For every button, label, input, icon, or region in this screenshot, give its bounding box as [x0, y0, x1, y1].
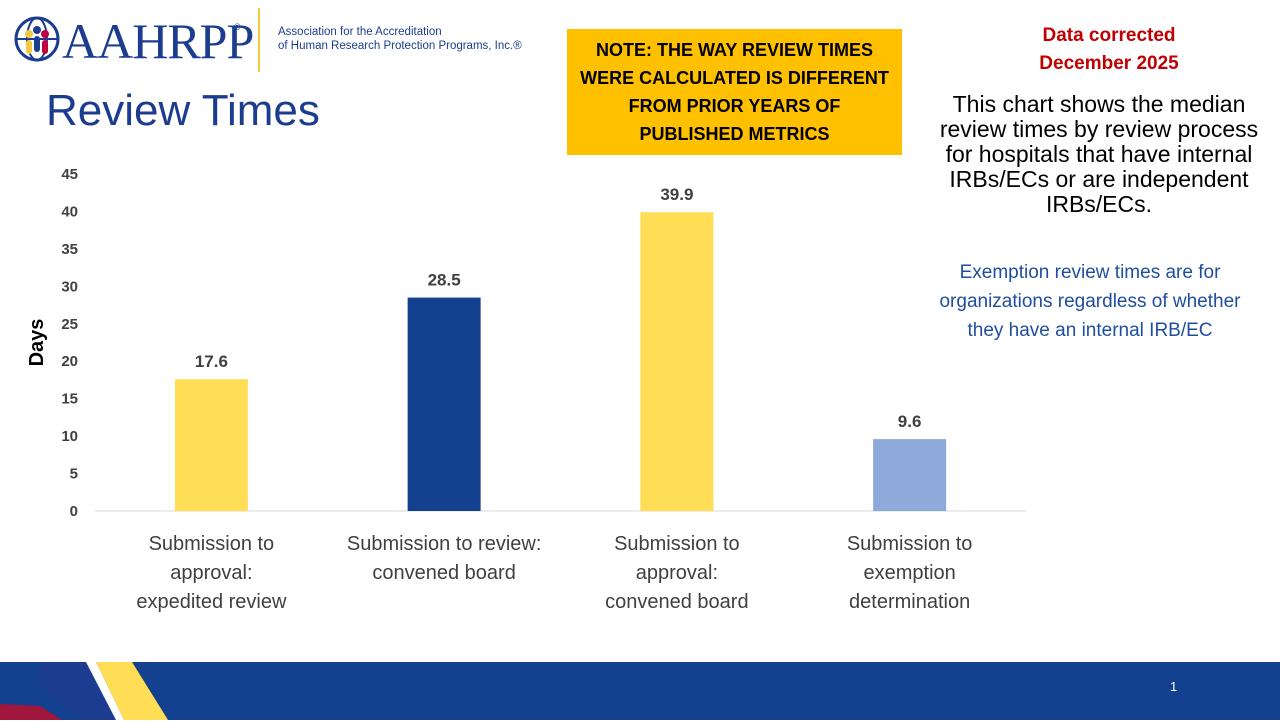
footer-band [0, 662, 1280, 720]
data-label: 17.6 [195, 352, 228, 371]
data-label: 9.6 [898, 412, 922, 431]
review-times-chart: 0 5 10 15 20 25 30 35 40 45 Days 17.6 Submission to a… [0, 160, 1040, 630]
correction-line-1: Data corrected [1042, 25, 1176, 46]
category-label: Submission to [149, 533, 275, 555]
bar-chart-svg: 0 5 10 15 20 25 30 35 40 45 Days 17.6 Submission to a… [26, 166, 1026, 613]
category-label: convened board [605, 591, 748, 613]
y-tick-label: 30 [61, 278, 78, 295]
y-tick-label: 20 [61, 353, 78, 370]
calculation-note-text: NOTE: THE WAY REVIEW TIMES WERE CALCULAT… [580, 40, 889, 144]
bar [407, 297, 481, 511]
org-name: Association for the Accreditation of Hum… [278, 25, 522, 53]
category-label: approval: [636, 562, 718, 584]
category-label: convened board [372, 562, 515, 584]
y-tick-label: 15 [61, 391, 78, 408]
data-label: 39.9 [660, 185, 693, 204]
category-label: determination [849, 591, 970, 613]
category-label: expedited review [136, 591, 287, 613]
category-label: Submission to [847, 533, 973, 555]
logo-registered-mark: ® [234, 22, 241, 32]
page-number: 1 [1170, 679, 1178, 694]
y-tick-label: 10 [61, 428, 78, 445]
page-title: Review Times [46, 86, 320, 135]
org-name-line-2: of Human Research Protection Programs, I… [278, 40, 522, 52]
logo-globe-icon [14, 16, 60, 62]
calculation-note-box: NOTE: THE WAY REVIEW TIMES WERE CALCULAT… [567, 29, 902, 155]
category-label: Submission to review: [347, 533, 542, 555]
y-tick-label: 25 [61, 316, 78, 333]
bar [873, 439, 947, 511]
footer-yellow-chevron [96, 662, 168, 720]
category-label: exemption [863, 562, 955, 584]
org-name-line-1: Association for the Accreditation [278, 26, 442, 38]
y-tick-label: 35 [61, 241, 78, 258]
y-tick-label: 0 [70, 503, 78, 520]
y-tick-label: 45 [61, 166, 78, 183]
y-axis-title: Days [26, 319, 48, 367]
category-label: Submission to [614, 533, 740, 555]
category-label: approval: [170, 562, 252, 584]
bar [640, 212, 714, 511]
logo-divider [258, 8, 260, 72]
footer-maroon-stripe [0, 704, 62, 720]
logo-wordmark: AAHRPP [62, 13, 254, 69]
chart-description: This chart shows the median review times… [939, 91, 1259, 217]
y-tick-label: 5 [70, 466, 78, 483]
data-correction-notice: Data corrected December 2025 [1010, 22, 1208, 78]
correction-line-2: December 2025 [1039, 53, 1179, 74]
data-label: 28.5 [428, 271, 461, 290]
exemption-note: Exemption review times are for organizat… [939, 262, 1241, 341]
bar [174, 379, 248, 511]
y-tick-label: 40 [61, 203, 78, 220]
